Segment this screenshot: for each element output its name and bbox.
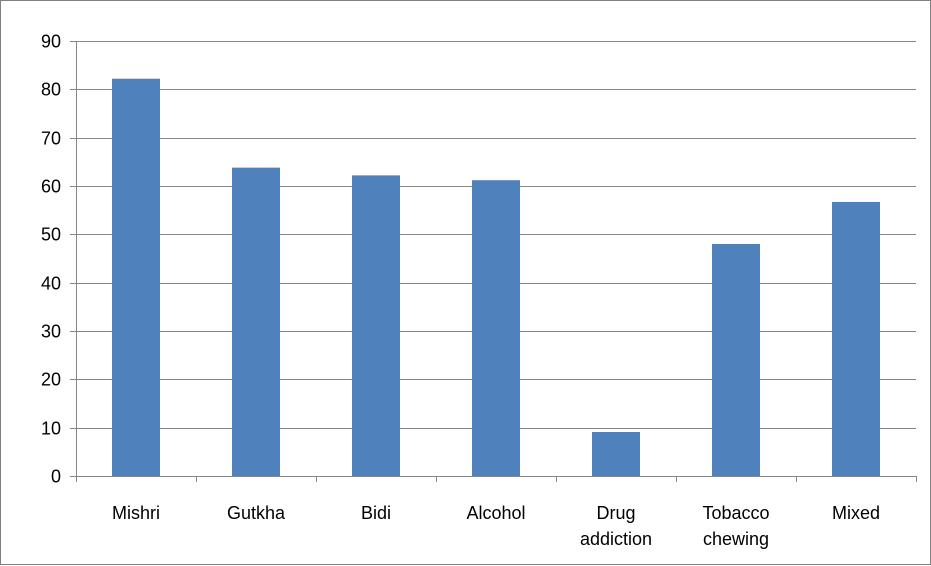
y-tick-label-10: 10 [41,419,61,439]
bar-drug-addiction [592,432,640,476]
x-tick-label-line: Mishri [112,503,160,523]
bar-bidi [352,175,400,476]
y-tick-labels: 0 10 20 30 40 50 60 70 80 90 [41,32,61,487]
y-tick-label-70: 70 [41,129,61,149]
x-tick-label-line: addiction [580,529,652,549]
x-tick-labels: Mishri Gutkha Bidi Alcohol Drug addiction Toba… [112,503,880,549]
bars [112,78,880,476]
y-tick-label-50: 50 [41,225,61,245]
x-tick-label-alcohol: Alcohol [466,503,525,523]
bar-tobacco-chewing [712,244,760,476]
bar-mixed [832,201,880,476]
x-tick-label-gutkha: Gutkha [227,503,286,523]
x-tick-label-line: Gutkha [227,503,286,523]
x-tick-label-line: Bidi [361,503,391,523]
x-tick-label-line: chewing [703,529,769,549]
y-tick-label-90: 90 [41,32,61,52]
x-tick-label-mixed: Mixed [832,503,880,523]
y-tick-label-60: 60 [41,177,61,197]
y-tick-label-80: 80 [41,80,61,100]
y-tick-label-20: 20 [41,370,61,390]
x-tick-label-line: Drug [596,503,635,523]
y-tick-label-40: 40 [41,274,61,294]
bar-mishri [112,78,160,476]
x-tick-label-mishri: Mishri [112,503,160,523]
x-tick-label-tobacco-chewing: Tobacco chewing [702,503,769,549]
x-tick-label-line: Mixed [832,503,880,523]
y-tick-label-0: 0 [51,467,61,487]
bar-alcohol [472,180,520,476]
y-tick-label-30: 30 [41,322,61,342]
axes [70,41,917,482]
x-tick-label-drug-addiction: Drug addiction [580,503,652,549]
x-tick-label-bidi: Bidi [361,503,391,523]
bar-gutkha [232,167,280,476]
x-tick-label-line: Alcohol [466,503,525,523]
x-tick-label-line: Tobacco [702,503,769,523]
